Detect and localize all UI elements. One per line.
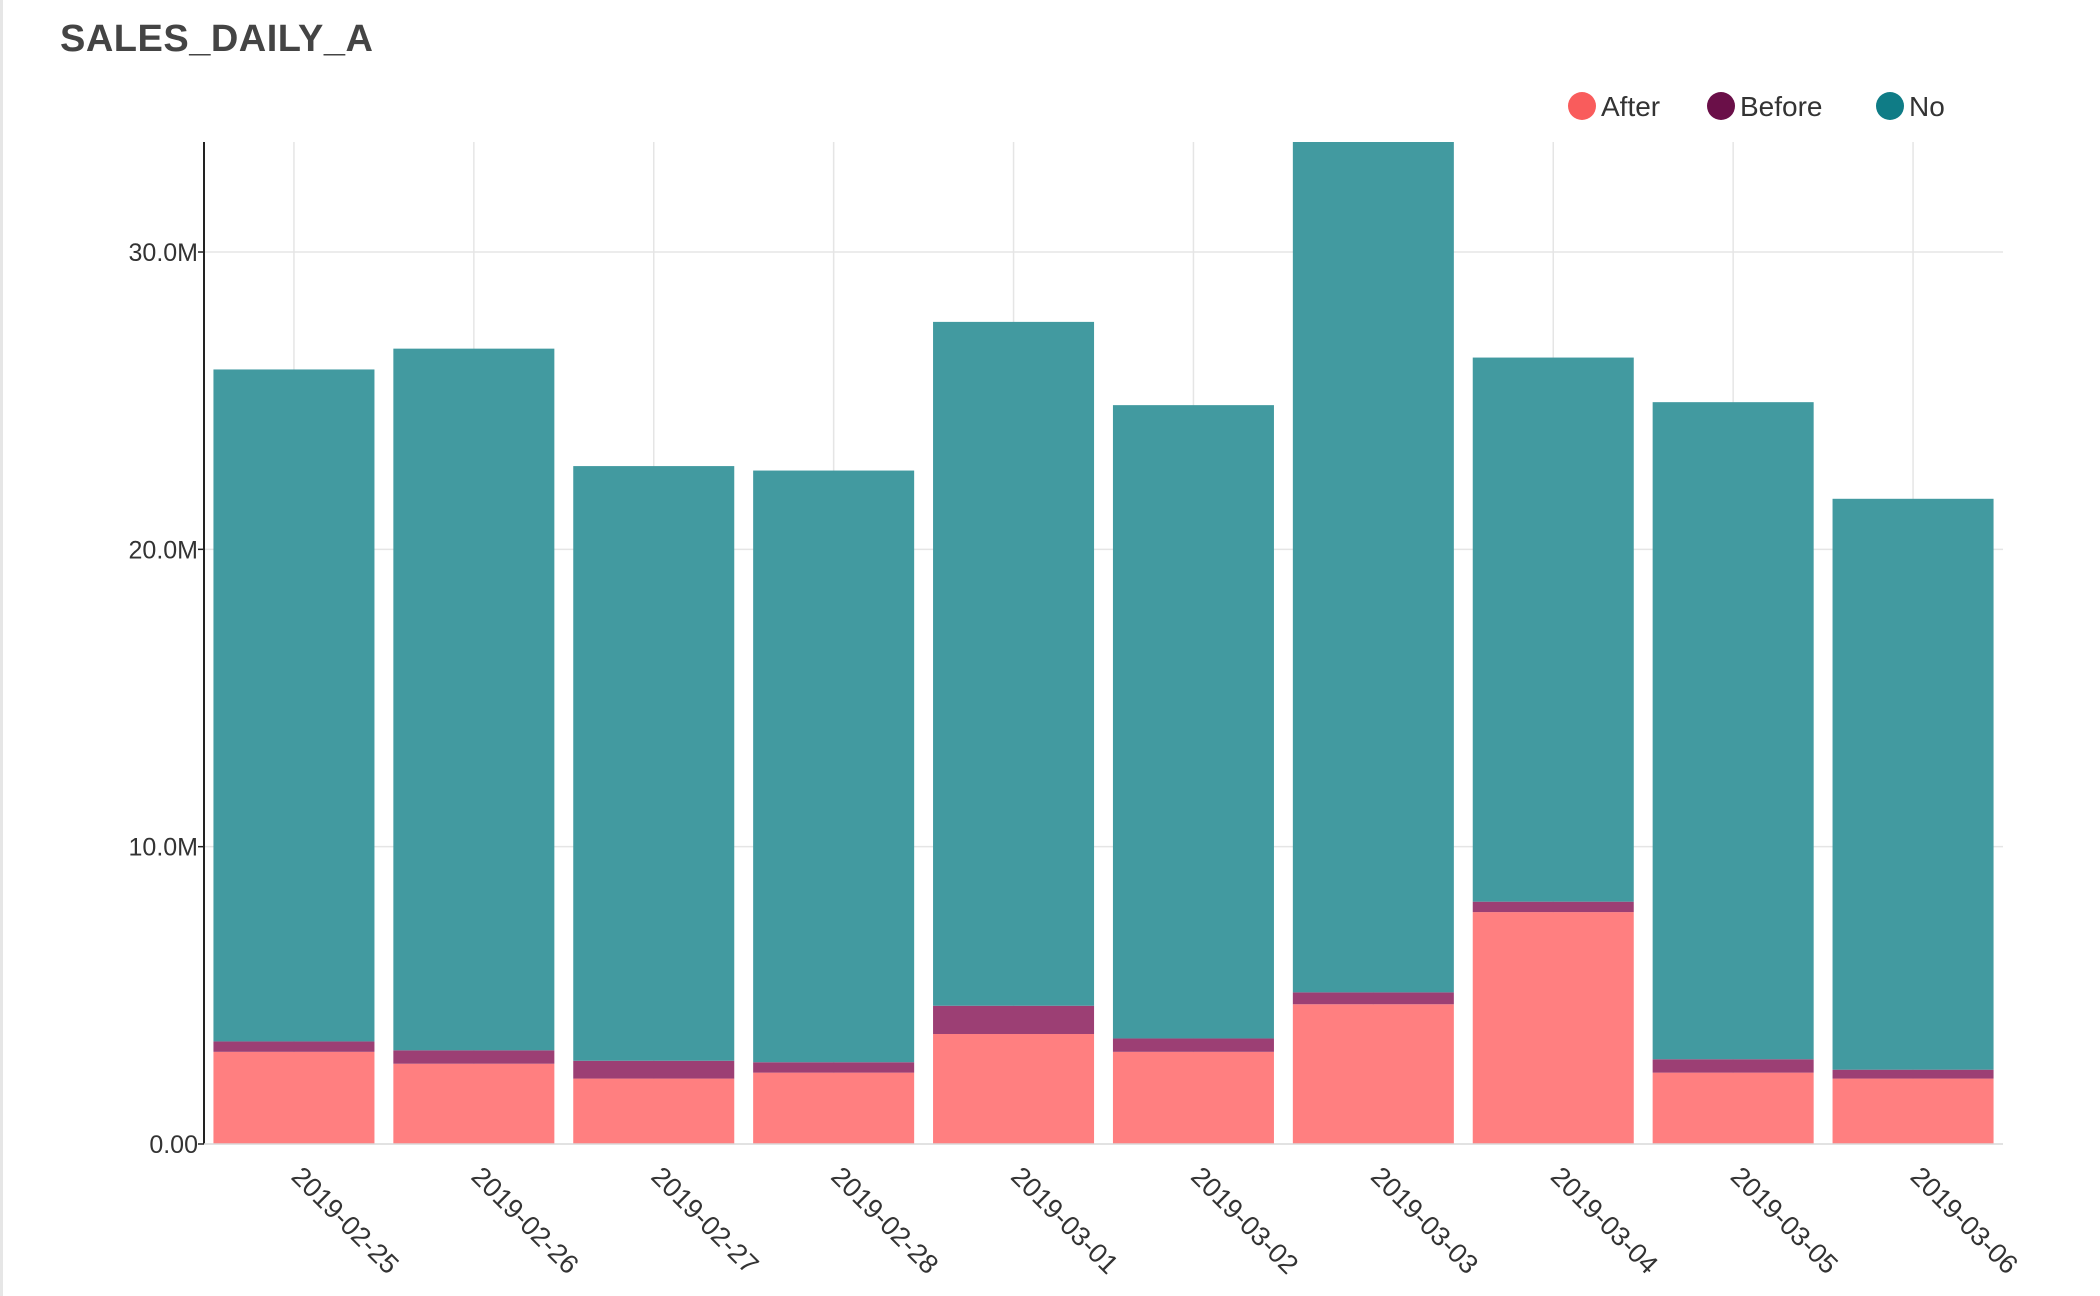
y-tick-label: 0.00 [149,1131,198,1159]
bar-no-2019-03-01[interactable] [933,321,1095,1006]
bar-no-2019-03-03[interactable] [1292,142,1454,993]
bar-after-2019-02-27[interactable] [573,1078,735,1144]
bar-no-2019-03-05[interactable] [1652,402,1814,1060]
x-tick-label: 2019-02-27 [646,1161,765,1280]
bar-before-2019-03-02[interactable] [1112,1038,1274,1052]
bar-no-2019-03-04[interactable] [1472,357,1634,902]
bar-before-2019-03-05[interactable] [1652,1059,1814,1073]
x-tick-label: 2019-03-04 [1545,1161,1664,1280]
bar-no-2019-02-26[interactable] [393,348,555,1051]
bar-after-2019-02-26[interactable] [393,1063,555,1144]
x-tick-label: 2019-03-05 [1725,1161,1844,1280]
bar-after-2019-03-04[interactable] [1472,912,1634,1144]
x-tick-label: 2019-02-26 [466,1161,585,1280]
bar-after-2019-03-06[interactable] [1832,1078,1994,1144]
bar-after-2019-03-02[interactable] [1112,1051,1274,1144]
legend-marker-before[interactable] [1707,92,1735,120]
bar-before-2019-03-03[interactable] [1292,992,1454,1005]
y-tick-label: 10.0M [129,834,198,862]
bar-before-2019-02-28[interactable] [753,1062,915,1073]
legend: After Before No [1568,91,1945,122]
bar-before-2019-03-04[interactable] [1472,901,1634,913]
x-tick-label: 2019-03-06 [1905,1161,2024,1280]
x-tick-label: 2019-03-02 [1185,1161,1304,1280]
panel-border [0,0,3,1296]
x-tick-label: 2019-02-28 [825,1161,944,1280]
bar-no-2019-02-27[interactable] [573,466,735,1061]
y-tick-label: 30.0M [129,239,198,267]
bar-before-2019-02-27[interactable] [573,1060,735,1079]
bar-after-2019-03-01[interactable] [933,1033,1095,1144]
bar-no-2019-03-02[interactable] [1112,405,1274,1039]
legend-marker-after[interactable] [1568,92,1596,120]
bar-no-2019-02-25[interactable] [213,369,375,1042]
bar-before-2019-02-26[interactable] [393,1050,555,1064]
x-tick-label: 2019-02-25 [286,1161,405,1280]
bar-after-2019-03-05[interactable] [1652,1072,1814,1144]
bar-no-2019-02-28[interactable] [753,470,915,1063]
y-tick-label: 20.0M [129,536,198,564]
bar-before-2019-02-25[interactable] [213,1041,375,1052]
legend-label-before[interactable]: Before [1740,91,1823,122]
legend-marker-no[interactable] [1876,92,1904,120]
bar-before-2019-03-06[interactable] [1832,1069,1994,1079]
bar-after-2019-03-03[interactable] [1292,1004,1454,1144]
bar-before-2019-03-01[interactable] [933,1005,1095,1034]
bar-after-2019-02-25[interactable] [213,1051,375,1144]
x-tick-label: 2019-03-01 [1005,1161,1124,1280]
bar-after-2019-02-28[interactable] [753,1072,915,1144]
x-tick-label: 2019-03-03 [1365,1161,1484,1280]
chart-title: SALES_DAILY_A [60,18,374,60]
legend-label-after[interactable]: After [1601,91,1660,122]
legend-label-no[interactable]: No [1909,91,1945,122]
bar-no-2019-03-06[interactable] [1832,498,1994,1070]
bar-layer [213,142,1994,1144]
